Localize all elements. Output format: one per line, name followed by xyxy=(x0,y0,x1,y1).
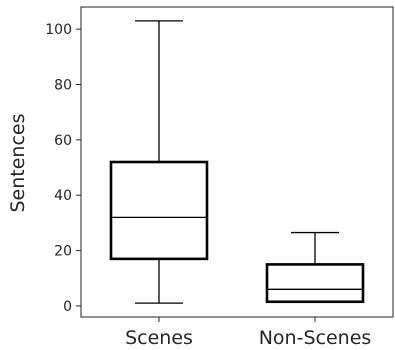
x-category-label: Scenes xyxy=(125,327,193,349)
box-group xyxy=(265,231,365,304)
y-tick-label: 20 xyxy=(54,244,72,260)
y-tick-label: 60 xyxy=(54,133,72,149)
y-tick-label: 80 xyxy=(54,78,72,94)
y-tick-label: 100 xyxy=(45,22,72,38)
x-category-label: Non-Scenes xyxy=(259,327,372,349)
y-tick-label: 40 xyxy=(54,188,72,204)
y-tick-label: 0 xyxy=(63,299,72,315)
box-group xyxy=(109,20,209,304)
boxes-layer xyxy=(109,20,365,304)
iqr-box xyxy=(265,263,365,304)
iqr-box xyxy=(109,160,209,261)
y-axis-title: Sentences xyxy=(7,113,29,212)
plot-area-frame xyxy=(80,6,394,318)
x-axis: Scenes Non-Scenes xyxy=(125,317,371,349)
y-axis: 0 20 40 60 80 100 xyxy=(45,22,81,315)
